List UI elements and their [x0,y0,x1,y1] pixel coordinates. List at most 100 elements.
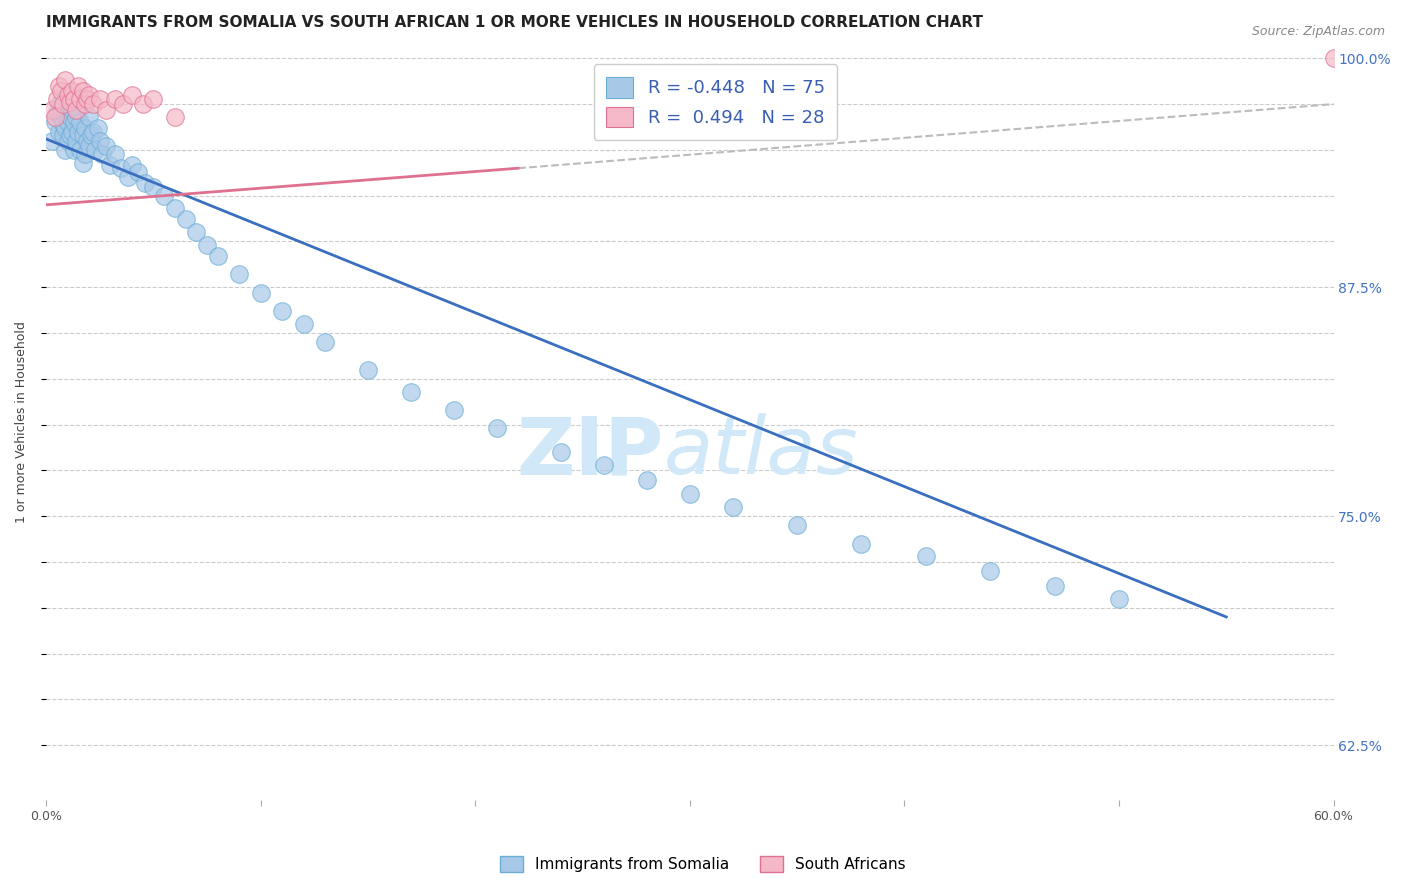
Point [53,120,76,135]
Point [67,78,90,93]
Point [679,487,702,501]
Point [104,146,127,161]
Point [979,564,1001,578]
Point [82,125,104,139]
Point [851,536,873,550]
Point [1322,51,1344,65]
Point [271,304,294,318]
Point [77,110,100,124]
Point [127,165,149,179]
Point [174,212,197,227]
Point [121,87,143,102]
Point [69,143,91,157]
Point [89,92,111,106]
Point [153,188,176,202]
Point [69,92,91,106]
Point [292,317,315,331]
Point [45,106,67,120]
Point [48,78,70,93]
Point [84,143,107,157]
Point [89,134,111,148]
Point [65,134,87,148]
Point [593,458,616,472]
Point [207,249,229,263]
Point [399,384,422,399]
Point [90,146,112,161]
Point [63,115,86,129]
Legend: R = -0.448   N = 75, R =  0.494   N = 28: R = -0.448 N = 75, R = 0.494 N = 28 [593,64,838,140]
Point [59,95,82,110]
Point [53,143,76,157]
Point [65,110,87,124]
Point [65,103,87,117]
Point [41,134,63,148]
Point [44,115,66,129]
Point [117,170,139,185]
Point [49,110,72,124]
Point [49,103,72,117]
Point [914,549,936,564]
Point [76,92,98,106]
Point [77,139,100,153]
Point [228,268,250,282]
Text: ZIP: ZIP [517,413,664,491]
Point [163,202,186,216]
Point [53,106,76,120]
Point [110,161,132,176]
Point [67,103,90,117]
Point [44,110,66,124]
Point [186,225,208,239]
Point [76,134,98,148]
Point [60,84,83,98]
Text: atlas: atlas [664,413,859,491]
Point [60,103,83,117]
Point [72,155,94,169]
Point [69,115,91,129]
Point [48,125,70,139]
Point [60,125,83,139]
Point [72,84,94,98]
Point [721,500,744,514]
Point [63,143,86,157]
Point [52,97,75,112]
Point [636,473,658,487]
Point [53,73,76,87]
Y-axis label: 1 or more Vehicles in Household: 1 or more Vehicles in Household [15,321,28,523]
Point [82,97,104,112]
Point [142,179,165,194]
Point [314,335,336,350]
Point [80,128,103,143]
Point [1043,579,1066,593]
Point [59,110,82,124]
Point [52,117,75,131]
Point [63,92,86,106]
Point [67,125,90,139]
Point [142,92,165,106]
Point [49,84,72,98]
Point [56,134,79,148]
Point [112,97,135,112]
Point [121,157,143,171]
Point [94,103,117,117]
Legend: Immigrants from Somalia, South Africans: Immigrants from Somalia, South Africans [492,848,914,880]
Point [104,92,127,106]
Point [77,87,100,102]
Point [485,421,508,435]
Point [357,362,380,376]
Point [550,445,572,459]
Point [249,285,271,300]
Point [56,115,79,129]
Point [86,120,108,135]
Point [52,128,75,143]
Point [56,97,79,112]
Point [100,157,122,171]
Point [786,518,808,533]
Point [163,110,186,124]
Point [59,128,82,143]
Point [73,120,96,135]
Point [443,403,465,417]
Point [41,103,63,117]
Point [94,139,117,153]
Point [48,97,70,112]
Point [56,87,79,102]
